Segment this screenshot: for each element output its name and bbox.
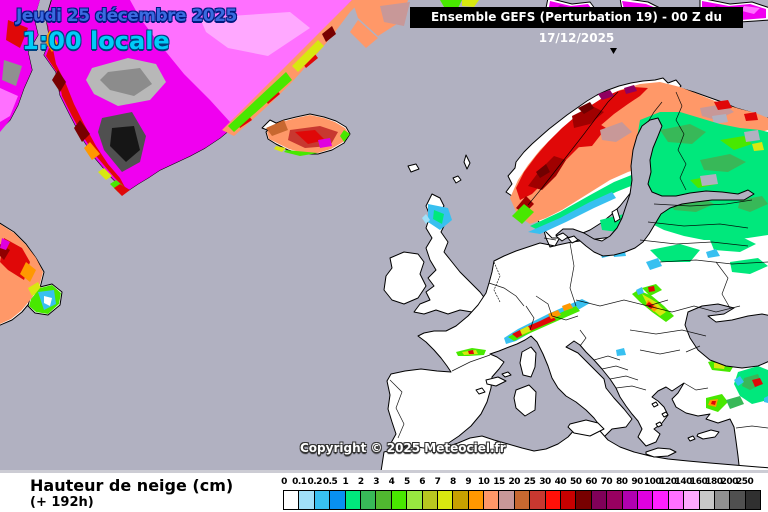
legend-label: 80 bbox=[616, 477, 628, 487]
legend-cell bbox=[514, 491, 531, 509]
legend-label: 8 bbox=[450, 477, 456, 487]
legend-label: 10 bbox=[477, 477, 490, 487]
legend-label: 0.5 bbox=[322, 477, 338, 487]
legend-label: 200 bbox=[720, 477, 739, 487]
legend-label: 50 bbox=[569, 477, 582, 487]
legend-cell bbox=[622, 491, 638, 509]
legend-label: 180 bbox=[705, 477, 723, 487]
legend-cell bbox=[314, 491, 331, 509]
legend-cell bbox=[284, 491, 300, 509]
faroe-islands bbox=[407, 163, 420, 173]
legend-label: 90 bbox=[631, 477, 643, 487]
legend-cell bbox=[653, 491, 669, 509]
legend-label: 60 bbox=[585, 477, 597, 487]
legend-label: 0.1 bbox=[292, 477, 307, 487]
sicily-island bbox=[567, 419, 605, 437]
forecast-time: 1:00 locale bbox=[22, 26, 170, 55]
islands bbox=[475, 208, 720, 458]
legend-cells bbox=[283, 490, 761, 510]
legend-cell bbox=[391, 491, 408, 509]
legend-cell bbox=[299, 491, 315, 509]
legend-cell bbox=[714, 491, 731, 509]
legend-cell bbox=[330, 491, 346, 509]
legend-cell bbox=[468, 491, 485, 509]
map-title: Hauteur de neige (cm) bbox=[30, 476, 234, 495]
legend-label: 4 bbox=[388, 477, 395, 487]
legend-label: 20 bbox=[508, 477, 521, 487]
legend-cell bbox=[422, 491, 438, 509]
forecast-date: Jeudi 25 décembre 2025 bbox=[16, 6, 237, 26]
legend-label: 5 bbox=[403, 477, 410, 487]
aegean-islands bbox=[651, 401, 696, 442]
forecast-lead-time: (+ 192h) bbox=[30, 495, 94, 510]
shetland-islands bbox=[463, 154, 471, 170]
legend-cell bbox=[437, 491, 454, 509]
inner-seas bbox=[555, 117, 768, 369]
legend-label: 100 bbox=[643, 477, 662, 487]
legend-cell bbox=[545, 491, 562, 509]
baltic-sea bbox=[555, 117, 755, 257]
copyright-watermark: Copyright © 2025 Meteociel.fr bbox=[300, 441, 506, 455]
legend-label: 25 bbox=[523, 477, 536, 487]
legend-cell bbox=[591, 491, 608, 509]
legend-label: 0 bbox=[281, 477, 287, 487]
legend-cell bbox=[360, 491, 377, 509]
legend-label: 70 bbox=[600, 477, 613, 487]
legend-cell bbox=[561, 491, 577, 509]
footer-bar: Hauteur de neige (cm) (+ 192h) 0 0.1 0.2 0.… bbox=[0, 470, 768, 512]
legend-label: 160 bbox=[689, 477, 708, 487]
crete-island bbox=[645, 447, 677, 458]
legend-cell bbox=[637, 491, 654, 509]
legend-label: 7 bbox=[434, 477, 441, 487]
legend-label: 140 bbox=[674, 477, 693, 487]
map-marker bbox=[610, 48, 617, 54]
legend-cell bbox=[576, 491, 592, 509]
sardinia-island bbox=[513, 384, 537, 417]
legend-label: 30 bbox=[539, 477, 551, 487]
europe-snow-map bbox=[0, 0, 768, 470]
legend-label: 2 bbox=[357, 477, 364, 487]
legend-cell bbox=[730, 491, 746, 509]
legend-cell bbox=[499, 491, 515, 509]
corsica-island bbox=[519, 346, 537, 378]
legend-label: 40 bbox=[554, 477, 567, 487]
legend-label: 9 bbox=[465, 477, 472, 487]
legend-cell bbox=[376, 491, 392, 509]
legend-cell bbox=[684, 491, 700, 509]
legend-label: 1 bbox=[342, 477, 349, 487]
legend-label: 0.2 bbox=[307, 477, 322, 487]
gotland-island bbox=[611, 208, 621, 223]
black-sea bbox=[684, 303, 768, 369]
map-area: Jeudi 25 décembre 2025 1:00 locale Ensem… bbox=[0, 0, 768, 470]
legend-label: 120 bbox=[659, 477, 677, 487]
legend-scale: 0 0.1 0.2 0.5 1 2 3 4 5 6 7 8 9 10 15 20 25 30 40 50 60 70 80 9… bbox=[281, 477, 761, 511]
legend-cell bbox=[484, 491, 500, 509]
legend-cell bbox=[345, 491, 361, 509]
country-borders bbox=[389, 91, 768, 439]
cyprus-island bbox=[696, 429, 720, 440]
legend-cell bbox=[668, 491, 685, 509]
legend-label: 15 bbox=[493, 477, 505, 487]
danish-islands bbox=[555, 232, 579, 244]
legend-label: 6 bbox=[419, 477, 426, 487]
mallorca-island bbox=[485, 376, 507, 387]
legend-cell bbox=[745, 491, 761, 509]
legend-cell bbox=[453, 491, 469, 509]
legend-label: 250 bbox=[735, 477, 754, 487]
legend-cell bbox=[699, 491, 715, 509]
orkney-islands bbox=[452, 175, 462, 184]
legend-cell bbox=[407, 491, 423, 509]
legend-label: 3 bbox=[373, 477, 380, 487]
legend-cell bbox=[530, 491, 546, 509]
legend-labels: 0 0.1 0.2 0.5 1 2 3 4 5 6 7 8 9 10 15 20 25 30 40 50 60 70 80 9… bbox=[281, 477, 761, 488]
ireland-landmass bbox=[383, 251, 427, 305]
model-run-banner: Ensemble GEFS (Perturbation 19) - 00 Z d… bbox=[410, 7, 743, 45]
date-overlay: Jeudi 25 décembre 2025 1:00 locale bbox=[16, 6, 237, 55]
legend-cell bbox=[607, 491, 623, 509]
